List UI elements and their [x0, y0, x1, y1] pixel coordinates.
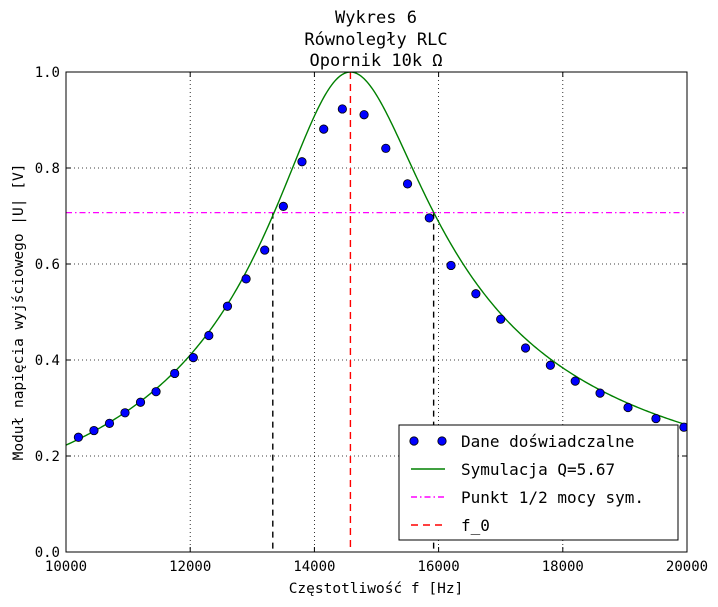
data-point [222, 301, 233, 311]
data-point [446, 260, 456, 271]
data-point [359, 110, 369, 120]
data-point [337, 104, 347, 114]
x-tick-label: 18000 [542, 559, 584, 575]
y-tick-label: 0.0 [35, 545, 60, 561]
data-point [120, 408, 130, 418]
data-point [623, 402, 633, 413]
plot-area [66, 72, 687, 552]
data-point [260, 245, 270, 255]
data-point [471, 289, 481, 299]
data-point [204, 330, 214, 341]
data-point [278, 201, 288, 211]
data-point [241, 274, 251, 284]
y-tick-label: 0.4 [35, 353, 60, 369]
x-tick-label: 12000 [169, 559, 211, 575]
legend: Dane doświadczalne Symulacja Q=5.67 Punkt … [398, 424, 679, 541]
data-point [297, 157, 307, 167]
title-line-1: Wykres 6 [335, 8, 417, 28]
data-point [151, 387, 161, 397]
x-tick-label: 20000 [666, 559, 708, 575]
data-point [424, 213, 434, 223]
data-point [381, 143, 391, 153]
data-point [545, 360, 555, 370]
legend-marker-data [409, 436, 419, 446]
x-axis-label: Częstotliwość f [Hz] [289, 581, 464, 597]
y-tick-label: 1.0 [35, 65, 60, 81]
data-point [89, 425, 99, 436]
data-point [570, 376, 580, 386]
legend-box [398, 424, 679, 541]
data-point [679, 422, 687, 432]
y-tick-label: 0.8 [35, 161, 60, 177]
data-point [651, 413, 661, 424]
data-point [170, 368, 180, 379]
data-point [595, 388, 605, 398]
data-point [188, 352, 198, 363]
data-point [520, 343, 531, 353]
data-point [73, 432, 84, 442]
legend-marker-data [437, 436, 447, 446]
y-tick-label: 0.6 [35, 257, 60, 273]
legend-label: f_0 [461, 516, 490, 535]
plot-frame [65, 71, 688, 553]
title-line-2: Równoległy RLC [304, 30, 447, 50]
x-tick-label: 16000 [418, 559, 460, 575]
x-tick-label: 14000 [293, 559, 335, 575]
legend-label: Punkt 1/2 mocy sym. [461, 488, 644, 507]
x-tick-label: 10000 [45, 559, 87, 575]
data-point [496, 314, 506, 324]
data-point [104, 418, 115, 428]
data-point [135, 397, 146, 407]
legend-label: Symulacja Q=5.67 [461, 460, 615, 479]
legend-label: Dane doświadczalne [461, 432, 634, 451]
y-axis-label: Moduł napięcia wyjściowego |U| [V] [11, 164, 27, 461]
simulation-curve [66, 72, 687, 446]
axis-ticks: 10000 12000 14000 16000 18000 20000 0.0 0.2 0.4 0… [35, 65, 708, 575]
data-point [402, 179, 413, 189]
chart-title: Wykres 6 Równoległy RLC Opornik 10k Ω [304, 8, 447, 71]
title-line-3: Opornik 10k Ω [309, 51, 442, 71]
y-tick-label: 0.2 [35, 449, 60, 465]
data-point [319, 124, 329, 134]
